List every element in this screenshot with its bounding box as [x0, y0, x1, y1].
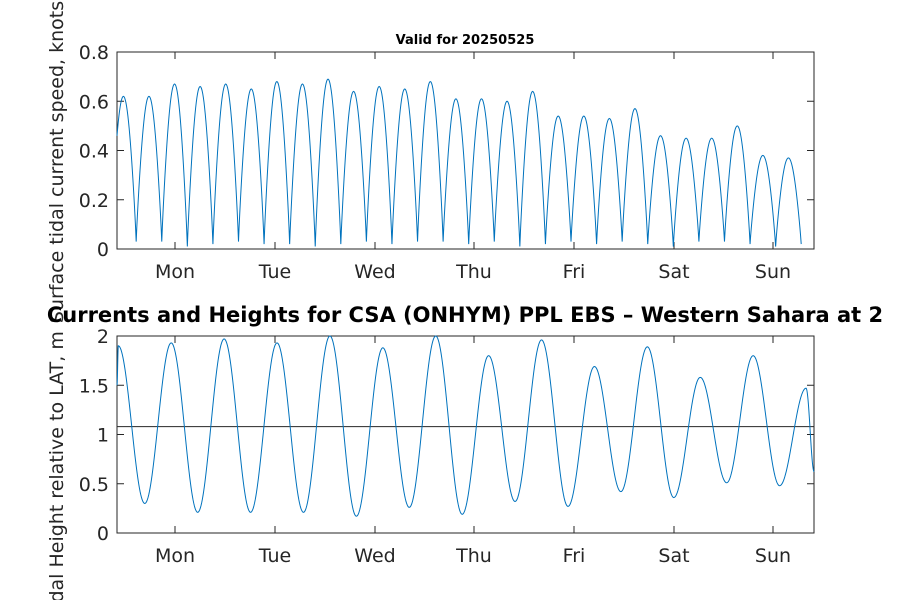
- bottom-x-tick-label: Tue: [258, 545, 291, 567]
- bottom-y-tick-label: 1: [97, 425, 109, 447]
- top-x-tick-label: Mon: [155, 261, 195, 283]
- bottom-y-tick-label: 2: [97, 326, 109, 348]
- bottom-plot-frame: [116, 335, 815, 534]
- top-x-tick-label: Sat: [658, 261, 689, 283]
- bottom-y-tick-label: 0: [97, 523, 109, 545]
- top-x-tick-label: Thu: [455, 261, 492, 283]
- top-y-tick-label: 0.6: [79, 91, 109, 113]
- top-x-tick-label: Fri: [563, 261, 586, 283]
- bottom-y-tick-label: 0.5: [79, 474, 109, 496]
- bottom-chart-title: Currents and Heights for CSA (ONHYM) PPL…: [47, 303, 883, 327]
- top-y-tick-label: 0.8: [79, 42, 109, 64]
- bottom-x-tick-label: Thu: [455, 545, 492, 567]
- bottom-x-tick-label: Sat: [658, 545, 689, 567]
- tidal-height-axes: Currents and Heights for CSA (ONHYM) PPL…: [46, 303, 883, 600]
- top-plot-frame: [116, 51, 815, 250]
- current-speed-axes: Valid for 20250525 Surface tidal current…: [46, 1, 815, 323]
- top-chart-title: Valid for 20250525: [396, 33, 535, 48]
- top-x-tick-label: Sun: [755, 261, 791, 283]
- bottom-tidal-height-line: [116, 335, 815, 517]
- bottom-x-tick-label: Fri: [563, 545, 586, 567]
- bottom-y-axis-label: Tidal Height relative to LAT, m: [46, 331, 68, 600]
- top-x-tick-label: Tue: [258, 261, 291, 283]
- bottom-y-tick-label: 1.5: [79, 375, 109, 397]
- top-y-tick-label: 0: [97, 239, 109, 261]
- bottom-x-tick-label: Mon: [155, 545, 195, 567]
- bottom-x-tick-label: Sun: [755, 545, 791, 567]
- top-y-tick-label: 0.4: [79, 141, 109, 163]
- top-current-speed-line: [116, 78, 802, 247]
- bottom-x-tick-label: Wed: [354, 545, 395, 567]
- top-y-axis-label: Surface tidal current speed, knots: [46, 1, 68, 323]
- top-x-tick-label: Wed: [354, 261, 395, 283]
- top-y-tick-label: 0.2: [79, 190, 109, 212]
